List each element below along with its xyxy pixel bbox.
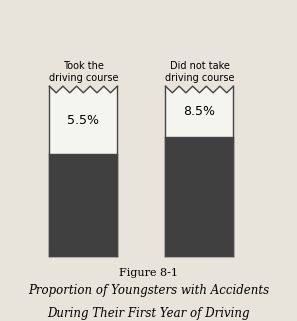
Text: 8.5%: 8.5% <box>184 105 216 118</box>
Text: Figure 8-1: Figure 8-1 <box>119 268 178 278</box>
Text: Did not take
driving course: Did not take driving course <box>165 61 234 83</box>
Bar <box>165 137 233 256</box>
Polygon shape <box>49 86 117 154</box>
Text: During Their First Year of Driving: During Their First Year of Driving <box>47 307 250 320</box>
Polygon shape <box>165 86 233 137</box>
Text: Took the
driving course: Took the driving course <box>49 61 118 83</box>
Text: 5.5%: 5.5% <box>67 114 99 126</box>
Bar <box>49 154 117 256</box>
Text: Proportion of Youngsters with Accidents: Proportion of Youngsters with Accidents <box>28 284 269 298</box>
